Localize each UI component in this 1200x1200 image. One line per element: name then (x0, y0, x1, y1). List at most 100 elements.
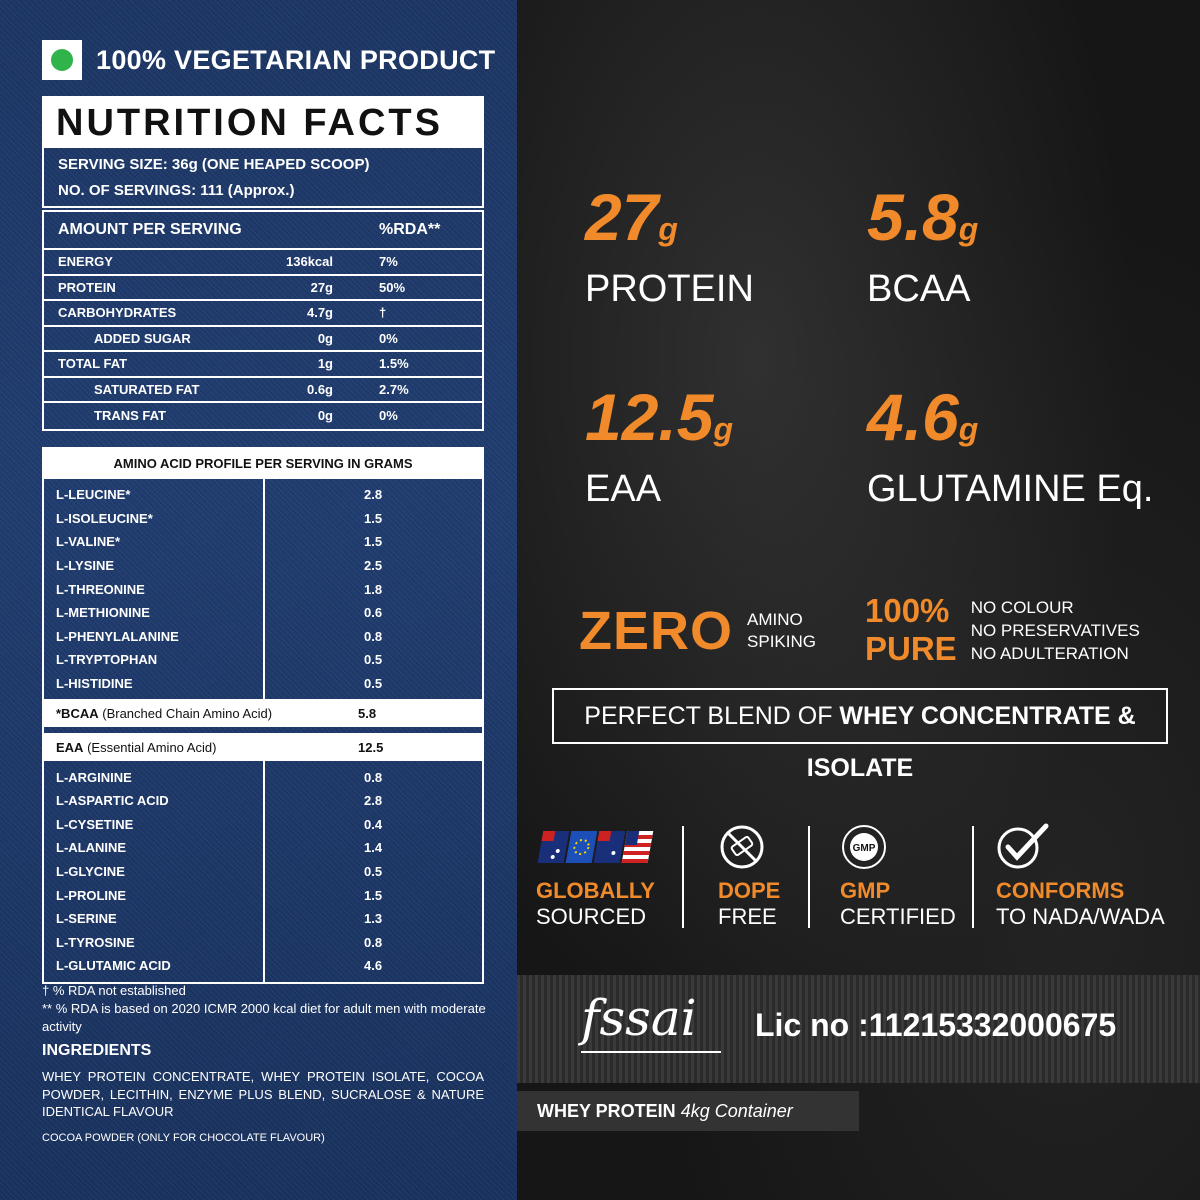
amino-name: L-PROLINE (56, 887, 127, 903)
amino-value: 0.5 (364, 864, 383, 880)
amino-value: 0.8 (364, 628, 383, 644)
amino-value: 1.8 (364, 581, 383, 597)
bcaa-label: *BCAA (56, 705, 99, 721)
nutrient-rda: † (379, 305, 387, 321)
amino-group-2: L-ARGININE 0.8 L-ASPARTIC ACID 2.8 L-CYSETIN… (44, 761, 482, 982)
vegetarian-badge: 100% VEGETARIAN PRODUCT (42, 40, 495, 80)
nutrient-rda: 7% (379, 254, 398, 270)
nutrient-name: SATURATED FAT (94, 381, 200, 397)
nutrition-row: CARBOHYDRATES 4.7g † (44, 301, 482, 327)
container-size: 4kg (680, 1101, 710, 1121)
badge-title: CONFORMS (996, 878, 1125, 903)
stat-label: BCAA (867, 268, 971, 310)
nutrient-name: TRANS FAT (94, 408, 166, 424)
nutrient-value: 0g (317, 408, 333, 424)
amino-value: 1.3 (364, 911, 383, 927)
amino-row: L-TRYPTOPHAN 0.5 (44, 648, 482, 672)
no-drugs-icon (718, 822, 780, 872)
amino-row: L-VALINE* 1.5 (44, 530, 482, 554)
badge-title: DOPE (718, 878, 781, 903)
amino-name: L-ALANINE (56, 840, 127, 856)
badge-dope-free: DOPE FREE (718, 822, 780, 930)
amino-row: L-GLUTAMIC ACID 4.6 (44, 954, 482, 978)
stat-value: 4.6 (867, 380, 959, 454)
svg-text:GMP: GMP (853, 843, 876, 854)
ingredients-title: INGREDIENTS (42, 1042, 152, 1059)
fssai-logo-underline (581, 1051, 721, 1053)
badge-title: GLOBALLY (536, 878, 655, 903)
amino-name: L-GLYCINE (56, 864, 125, 880)
stat-unit: g (958, 211, 979, 247)
highlights-panel: 27g PROTEIN 5.8g BCAA 12.5g EAA 4.6g GLU… (517, 0, 1200, 1200)
nutrient-rda: 0% (379, 408, 398, 424)
cocoa-note: COCOA POWDER (ONLY FOR CHOCOLATE FLAVOUR… (42, 1132, 325, 1144)
stat-value: 12.5 (585, 380, 714, 454)
fssai-license-strip: fssai Lic no :11215332000675 (517, 975, 1200, 1083)
nutrient-name: ENERGY (58, 254, 113, 270)
amino-name: L-METHIONINE (56, 605, 150, 621)
badge-gmp-certified: GMP GMP CERTIFIED (840, 822, 956, 930)
amino-group-1: L-LEUCINE* 2.8 L-ISOLEUCINE* 1.5 L-VALINE* 1.… (44, 479, 482, 700)
stat-eaa: 12.5g EAA (585, 384, 733, 511)
nutrition-panel: 100% VEGETARIAN PRODUCT NUTRITION FACTS … (0, 0, 517, 1200)
blend-prefix: PERFECT BLEND OF (584, 702, 840, 730)
nutrient-name: CARBOHYDRATES (58, 305, 177, 321)
stat-value: 5.8 (867, 180, 959, 254)
nutrient-name: ADDED SUGAR (94, 330, 191, 346)
container-label: WHEY PROTEIN 4kg Container (517, 1091, 859, 1131)
amino-value: 1.4 (364, 840, 383, 856)
amino-value: 0.4 (364, 816, 383, 832)
container-product: WHEY PROTEIN (537, 1101, 676, 1121)
nutrition-row: ENERGY 136kcal 7% (44, 250, 482, 276)
amino-row: L-PHENYLALANINE 0.8 (44, 625, 482, 649)
nutrient-value: 4.7g (306, 305, 333, 321)
amino-name: L-ASPARTIC ACID (56, 793, 169, 809)
container-type: Container (714, 1101, 793, 1121)
amino-row: L-ISOLEUCINE* 1.5 (44, 507, 482, 531)
amino-value: 0.8 (364, 769, 383, 785)
amino-value: 2.8 (364, 793, 383, 809)
amino-name: L-ISOLEUCINE* (56, 510, 153, 526)
amino-row: L-GLYCINE 0.5 (44, 860, 482, 884)
footnote-rda-not-established: † % RDA not established (42, 983, 186, 998)
amino-value: 0.8 (364, 934, 383, 950)
nutrition-row: ADDED SUGAR 0g 0% (44, 327, 482, 352)
fssai-logo: fssai (581, 989, 697, 1047)
eaa-row: EAA (Essential Amino Acid) 12.5 (44, 733, 482, 762)
nutrition-row: TRANS FAT 0g 0% (44, 403, 482, 429)
nutrition-row: SATURATED FAT 0.6g 2.7% (44, 378, 482, 403)
nutrition-row: TOTAL FAT 1g 1.5% (44, 352, 482, 378)
amino-name: L-SERINE (56, 911, 117, 927)
amino-value: 4.6 (364, 958, 383, 974)
stat-unit: g (958, 411, 979, 447)
amino-name: L-LYSINE (56, 558, 115, 574)
badge-subtitle: CERTIFIED (840, 904, 956, 929)
amino-row: L-SERINE 1.3 (44, 907, 482, 931)
zero-line1: AMINO (747, 610, 803, 629)
amino-name: L-THREONINE (56, 581, 145, 597)
amino-name: L-ARGININE (56, 769, 132, 785)
amino-value: 1.5 (364, 887, 383, 903)
amino-value: 2.5 (364, 558, 383, 574)
badge-divider (972, 826, 974, 928)
eaa-label: EAA (56, 739, 84, 755)
stat-unit: g (658, 211, 678, 247)
ingredients-text: WHEY PROTEIN CONCENTRATE, WHEY PROTEIN I… (42, 1069, 484, 1119)
pure-line2: PURE (865, 630, 957, 667)
nutrient-rda: 0% (379, 330, 398, 346)
amino-row: L-ASPARTIC ACID 2.8 (44, 789, 482, 813)
amino-row: L-LEUCINE* 2.8 (44, 483, 482, 507)
nutrient-rda: 2.7% (379, 381, 409, 397)
amino-name: L-HISTIDINE (56, 676, 133, 692)
amino-value: 1.5 (364, 534, 383, 550)
gmp-seal-icon: GMP (840, 822, 956, 872)
amino-row: L-ARGININE 0.8 (44, 765, 482, 789)
nutrition-row: PROTEIN 27g 50% (44, 276, 482, 301)
badge-divider (682, 826, 684, 928)
amino-name: L-VALINE* (56, 534, 121, 550)
stat-glutamine: 4.6g GLUTAMINE Eq. (867, 384, 1153, 511)
zero-label: ZERO (579, 601, 734, 661)
blend-banner: PERFECT BLEND OF WHEY CONCENTRATE & ISOL… (552, 688, 1168, 782)
amino-name: L-LEUCINE* (56, 487, 131, 503)
zero-line2: SPIKING (747, 632, 816, 651)
